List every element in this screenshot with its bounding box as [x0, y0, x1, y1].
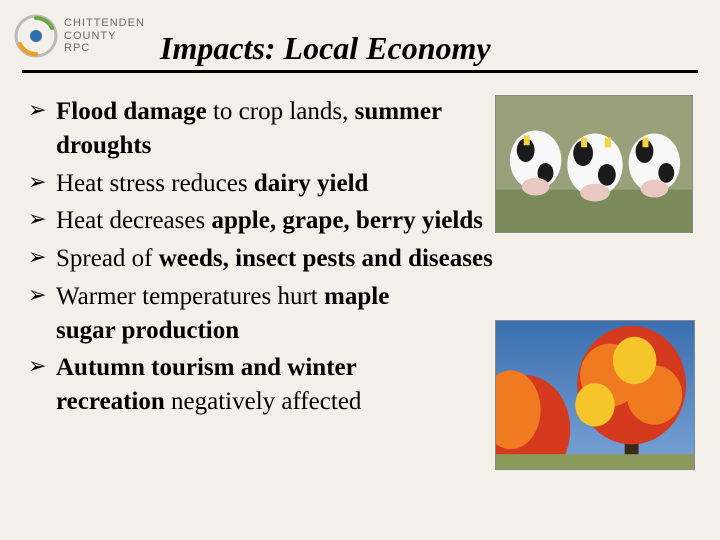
foliage-icon [496, 321, 694, 469]
page-title: Impacts: Local Economy [160, 30, 491, 67]
bullet-item: Heat stress reduces dairy yield [28, 167, 448, 201]
logo-line2: County [64, 30, 145, 43]
bullet-item: Warmer temperatures hurt maple sugar pro… [28, 280, 428, 348]
bullet-pre: Heat decreases [56, 207, 211, 234]
bullet-bold: dairy yield [254, 170, 369, 197]
logo-mark-icon [14, 14, 58, 58]
bullet-item: Flood damage to crop lands, summer droug… [28, 95, 448, 163]
bullet-item: Autumn tourism and winter recreation neg… [28, 351, 428, 419]
bullet-mid: to crop lands, [207, 98, 355, 125]
bullet-mid: negatively affected [165, 388, 362, 415]
image-cows [495, 95, 693, 233]
cows-icon [496, 96, 692, 232]
bullet-pre: Heat stress reduces [56, 170, 254, 197]
bullet-item: Spread of weeds, insect pests and diseas… [28, 242, 668, 276]
logo-line3: RPC [64, 42, 145, 55]
title-underline [22, 70, 698, 73]
bullet-bold: Flood damage [56, 98, 207, 125]
logo-line1: Chittenden [64, 17, 145, 30]
bullet-bold: apple, grape, berry yields [211, 207, 483, 234]
bullet-bold: weeds, insect pests and diseases [159, 245, 493, 272]
bullet-pre: Spread of [56, 245, 159, 272]
org-logo: Chittenden County RPC [14, 14, 145, 58]
bullet-pre: Warmer temperatures hurt [56, 283, 324, 310]
image-foliage [495, 320, 695, 470]
logo-text: Chittenden County RPC [64, 17, 145, 55]
